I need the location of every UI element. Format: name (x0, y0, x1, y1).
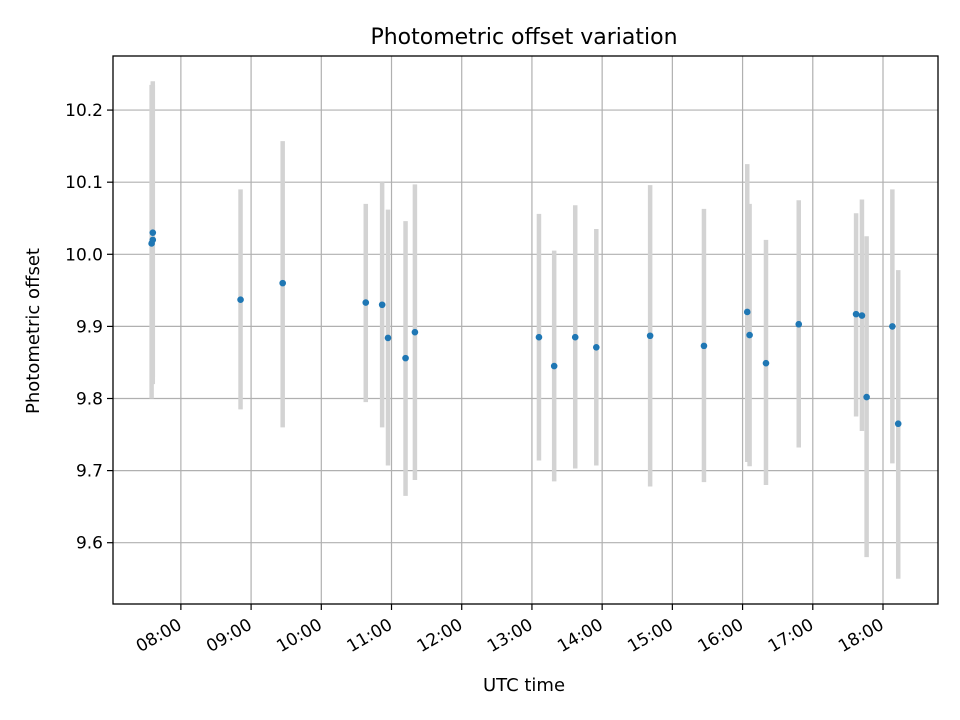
data-point (378, 301, 386, 309)
data-point (149, 229, 157, 236)
x-tick-label: 16:00 (695, 615, 747, 657)
data-point (402, 354, 409, 362)
x-tick-label: 08:00 (133, 615, 185, 657)
x-tick-label: 13:00 (484, 615, 536, 657)
data-point (646, 332, 654, 340)
x-axis-label: UTC time (483, 675, 565, 696)
grid-layer (113, 56, 938, 604)
x-tick-label: 12:00 (414, 615, 466, 657)
y-tick-label: 10.2 (65, 101, 103, 121)
chart-title: Photometric offset variation (370, 25, 677, 50)
x-tick-label: 14:00 (554, 615, 606, 657)
x-tick-label: 09:00 (203, 615, 255, 657)
data-point (858, 312, 866, 319)
error-bar-layer (149, 81, 901, 579)
data-point (384, 334, 392, 342)
data-point (762, 359, 770, 367)
y-tick-label: 10.0 (65, 245, 103, 265)
data-point (700, 342, 708, 350)
x-tick-label: 15:00 (624, 615, 676, 657)
data-point (795, 320, 803, 328)
x-tick-label: 18:00 (835, 615, 887, 657)
data-point (894, 420, 902, 428)
data-point (863, 393, 870, 401)
y-tick-label: 9.9 (76, 317, 103, 337)
data-point (852, 310, 860, 318)
data-point (889, 323, 896, 330)
y-tick-label: 10.1 (65, 173, 103, 193)
plot-frame (112, 55, 939, 605)
data-point (746, 331, 753, 339)
data-point (743, 308, 751, 316)
x-tick-label: 17:00 (765, 615, 817, 657)
data-point (571, 333, 579, 341)
y-axis-label: Photometric offset (23, 248, 44, 414)
data-point (279, 279, 286, 287)
data-point (149, 236, 157, 244)
y-tick-label: 9.7 (76, 462, 103, 482)
data-point (411, 328, 419, 336)
x-tick-label: 10:00 (273, 615, 325, 657)
data-point (535, 333, 543, 341)
y-tick-label: 9.6 (76, 534, 103, 554)
data-point (362, 299, 370, 306)
data-point (592, 344, 600, 351)
point-layer (148, 229, 902, 428)
data-point (550, 362, 558, 370)
data-point (237, 296, 244, 304)
x-tick-label: 11:00 (344, 615, 396, 657)
y-tick-label: 9.8 (76, 390, 103, 410)
